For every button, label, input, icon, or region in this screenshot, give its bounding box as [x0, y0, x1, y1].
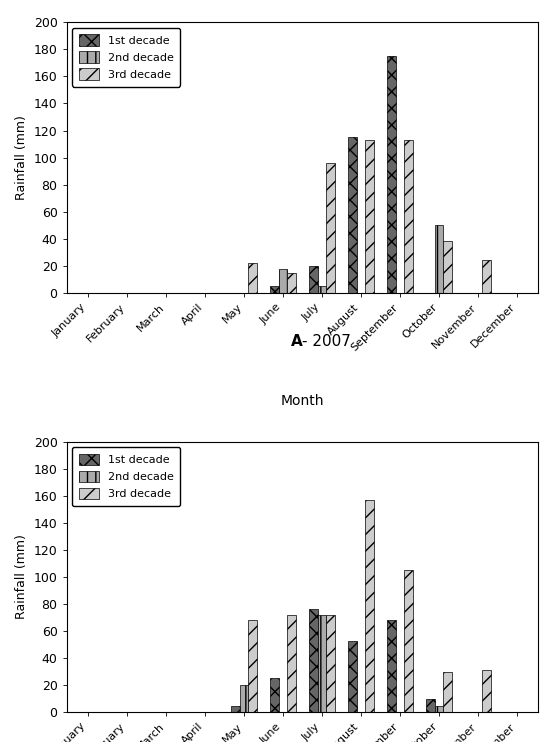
- Bar: [287, 615, 296, 712]
- Bar: [482, 260, 491, 293]
- Bar: [309, 609, 317, 712]
- Y-axis label: Rainfall (mm): Rainfall (mm): [15, 115, 28, 200]
- Bar: [317, 286, 326, 293]
- Bar: [231, 706, 240, 712]
- Legend: 1st decade, 2nd decade, 3rd decade: 1st decade, 2nd decade, 3rd decade: [72, 27, 180, 87]
- Bar: [317, 615, 326, 712]
- Bar: [443, 672, 452, 712]
- Bar: [387, 620, 396, 712]
- Bar: [348, 640, 357, 712]
- Bar: [240, 686, 248, 712]
- Bar: [326, 163, 335, 293]
- Bar: [365, 500, 374, 712]
- Bar: [279, 269, 287, 293]
- Bar: [443, 241, 452, 293]
- Text: A: A: [291, 334, 302, 349]
- Bar: [248, 263, 257, 293]
- Bar: [435, 226, 443, 293]
- Bar: [326, 615, 335, 712]
- Y-axis label: Rainfall (mm): Rainfall (mm): [15, 534, 28, 620]
- Bar: [404, 571, 413, 712]
- Bar: [426, 699, 435, 712]
- Legend: 1st decade, 2nd decade, 3rd decade: 1st decade, 2nd decade, 3rd decade: [72, 447, 180, 506]
- Bar: [270, 678, 279, 712]
- Bar: [404, 140, 413, 293]
- Bar: [309, 266, 317, 293]
- Bar: [435, 706, 443, 712]
- Text: - 2007: - 2007: [302, 334, 351, 349]
- Bar: [482, 670, 491, 712]
- Bar: [387, 56, 396, 293]
- Bar: [248, 620, 257, 712]
- Bar: [348, 137, 357, 293]
- Bar: [365, 140, 374, 293]
- Bar: [287, 272, 296, 293]
- X-axis label: Month: Month: [281, 394, 324, 408]
- Bar: [270, 286, 279, 293]
